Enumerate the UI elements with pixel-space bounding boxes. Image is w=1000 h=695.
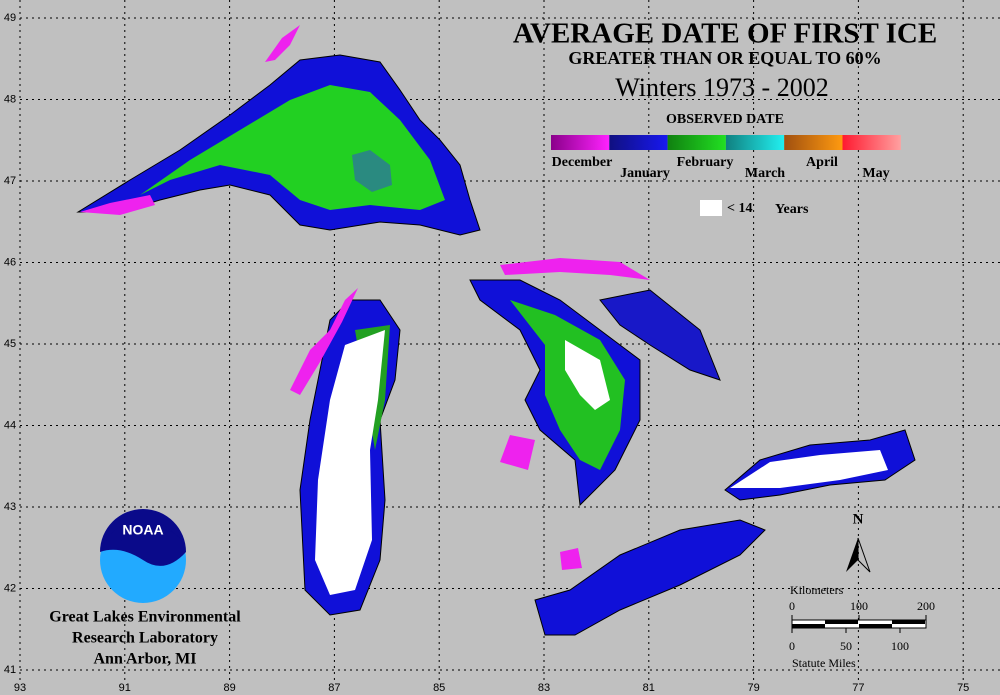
white-label: < 14	[727, 201, 752, 216]
credit-line: Great Lakes Environmental	[49, 609, 241, 626]
lake-ontario-white	[730, 450, 888, 488]
scale-bar: Kilometers 0 100 200 0 50 100 Statute Miles	[789, 583, 935, 670]
white-swatch	[700, 200, 722, 216]
longitude-label: 93	[14, 682, 26, 694]
noaa-logo-top	[100, 509, 186, 566]
km-tick-label: 100	[850, 599, 868, 613]
lake-erie	[534, 519, 766, 636]
month-label: December	[552, 155, 613, 170]
km-tick-label: 0	[789, 599, 795, 613]
color-segment	[667, 135, 726, 150]
noaa-text: NOAA	[122, 522, 163, 538]
scale-title: Kilometers	[790, 583, 844, 597]
latitude-label: 48	[4, 93, 16, 105]
georgian-bay	[599, 289, 721, 381]
scale-bar-fill	[825, 620, 858, 624]
latitude-label: 45	[4, 338, 16, 350]
duluth-december	[80, 195, 155, 215]
latitude-label: 41	[4, 664, 16, 676]
latitude-label: 43	[4, 501, 16, 513]
latitude-label: 49	[4, 12, 16, 24]
graticule: 49 48 47 46 45 44 43 42 41 93 91 89 87 85 83 81 79 77 75	[4, 0, 1000, 694]
month-label: January	[620, 166, 670, 181]
scale-bar-fill	[792, 624, 825, 628]
longitude-label: 77	[852, 682, 864, 694]
latitude-label: 44	[4, 419, 16, 431]
longitude-label: 87	[328, 682, 340, 694]
latitude-label: 46	[4, 256, 16, 268]
scale-title: Statute Miles	[792, 656, 856, 670]
longitude-label: 83	[538, 682, 550, 694]
subtitle: GREATER THAN OR EQUAL TO 60%	[568, 48, 881, 68]
month-label: April	[806, 155, 838, 170]
color-segment	[842, 135, 901, 150]
noaa-logo-bird	[104, 520, 182, 542]
credit-line: Ann Arbor, MI	[94, 651, 197, 668]
lake-huron-february	[510, 300, 625, 470]
mile-tick-label: 50	[840, 639, 852, 653]
month-label: May	[862, 166, 889, 181]
thunder-bay-december	[265, 25, 300, 62]
mile-tick-label: 0	[789, 639, 795, 653]
month-label: February	[677, 155, 734, 170]
lake-huron-white	[565, 340, 610, 410]
scale-bar-fill	[892, 620, 925, 624]
longitude-label: 79	[747, 682, 759, 694]
legend-title: OBSERVED DATE	[666, 112, 784, 127]
longitude-label: 75	[957, 682, 969, 694]
color-segment	[784, 135, 843, 150]
saginaw-bay-december	[500, 435, 535, 470]
km-tick-label: 200	[917, 599, 935, 613]
color-segment	[725, 135, 785, 150]
white-unit: Years	[775, 202, 809, 217]
longitude-label: 81	[643, 682, 655, 694]
color-bar: December January February March April May	[551, 135, 901, 181]
longitude-label: 85	[433, 682, 445, 694]
month-label: March	[745, 166, 785, 181]
scale-bar-fill	[859, 624, 892, 628]
north-channel-december	[500, 258, 650, 280]
north-label: N	[853, 511, 864, 527]
longitude-label: 91	[119, 682, 131, 694]
color-segment	[609, 135, 668, 150]
period: Winters 1973 - 2002	[615, 73, 828, 102]
lake-st-clair-december	[560, 548, 582, 570]
lake-michigan-white	[315, 330, 385, 595]
mile-tick-label: 100	[891, 639, 909, 653]
latitude-label: 47	[4, 175, 16, 187]
credit-line: Research Laboratory	[72, 630, 218, 647]
green-bay-december	[290, 288, 358, 395]
longitude-label: 89	[223, 682, 235, 694]
north-arrow-outline	[857, 537, 871, 573]
lake-superior-march	[352, 150, 392, 192]
title: AVERAGE DATE OF FIRST ICE	[513, 18, 937, 50]
color-segment	[551, 135, 610, 150]
north-arrow	[846, 538, 858, 572]
latitude-label: 42	[4, 582, 16, 594]
